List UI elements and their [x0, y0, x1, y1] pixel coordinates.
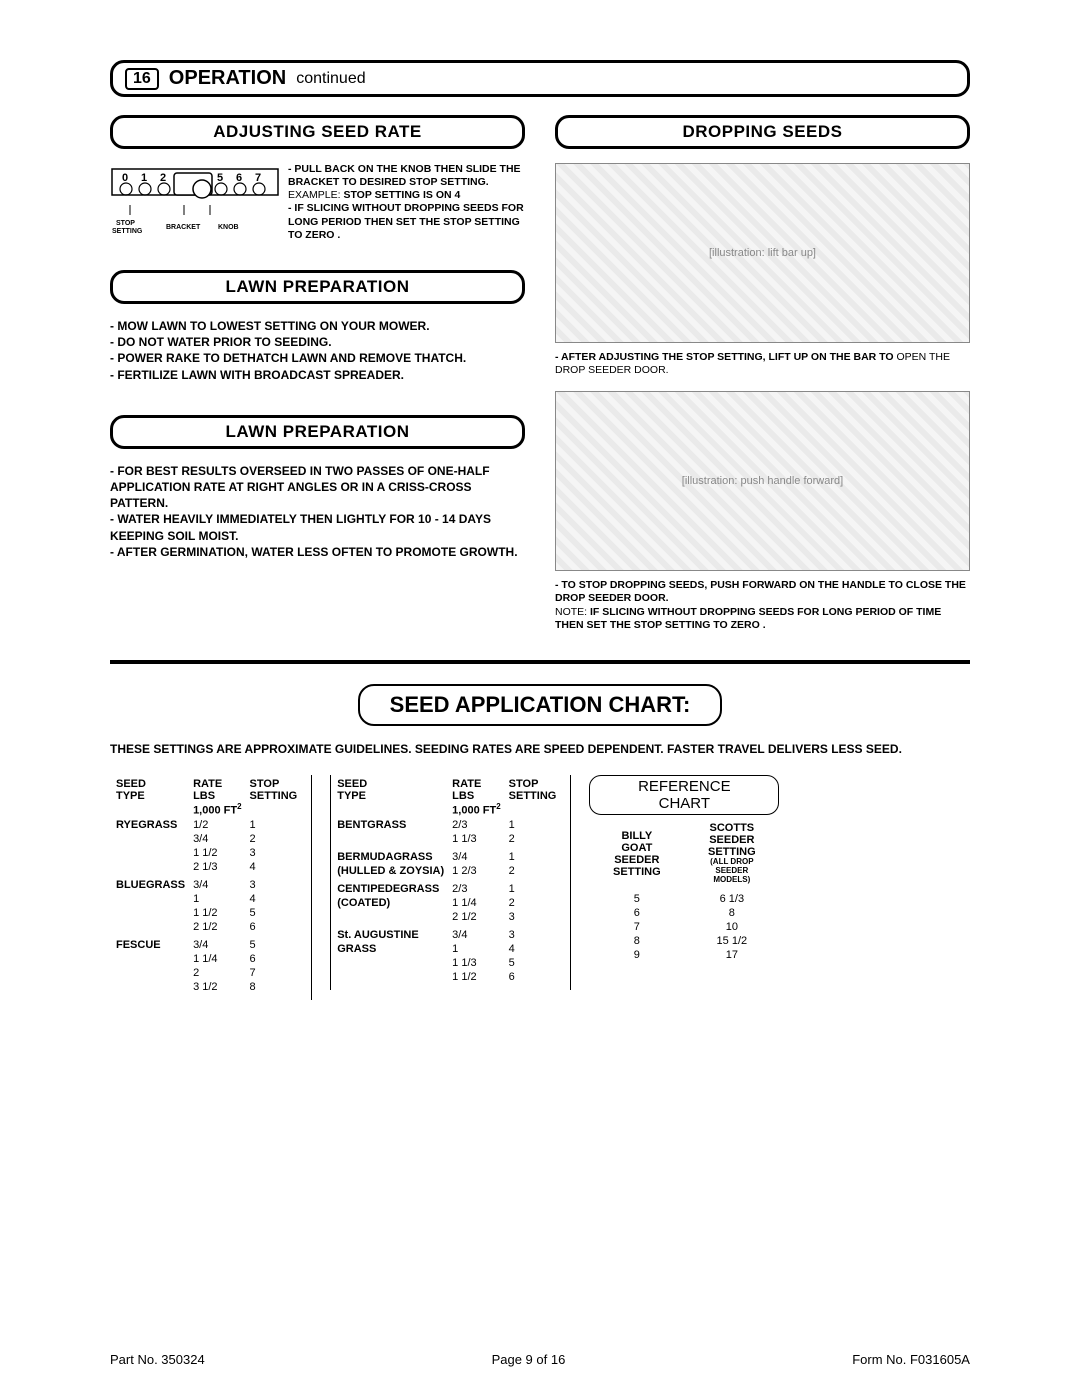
seed-application-chart-title: SEED APPLICATION CHART:	[358, 684, 723, 726]
footer-form-no: Form No. F031605A	[852, 1352, 970, 1367]
seed-table-1: SEED TYPERATE LBS1,000 FT2STOP SETTINGRY…	[110, 775, 312, 1000]
svg-text:7: 7	[255, 172, 261, 184]
right-column: DROPPING SEEDS [illustration: lift bar u…	[555, 115, 970, 646]
svg-text:SETTING: SETTING	[112, 228, 143, 235]
dropping-seeds-image-2: [illustration: push handle forward]	[555, 391, 970, 571]
footer-part-no: Part No. 350324	[110, 1352, 205, 1367]
lawn-preparation-1-list: - MOW LAWN TO LOWEST SETTING ON YOUR MOW…	[110, 318, 525, 383]
operation-title: OPERATION	[169, 67, 286, 90]
section-divider	[110, 660, 970, 664]
continued-label: continued	[296, 70, 365, 88]
svg-text:5: 5	[217, 172, 223, 184]
lawn-preparation-2-header: LAWN PREPARATION	[110, 415, 525, 449]
svg-text:KNOB: KNOB	[218, 224, 239, 231]
reference-chart-title: REFERENCE CHART	[589, 775, 779, 815]
lawn-preparation-2-list: - FOR BEST RESULTS OVERSEED IN TWO PASSE…	[110, 463, 525, 560]
operation-header: 16 OPERATION continued	[110, 60, 970, 97]
svg-text:2: 2	[160, 172, 166, 184]
footer-page: Page 9 of 16	[492, 1352, 566, 1367]
svg-text:BRACKET: BRACKET	[166, 224, 201, 231]
dropping-seeds-header: DROPPING SEEDS	[555, 115, 970, 149]
page-footer: Part No. 350324 Page 9 of 16 Form No. F0…	[110, 1352, 970, 1367]
dropping-seeds-caption-2: - TO STOP DROPPING SEEDS, PUSH FORWARD O…	[555, 579, 970, 632]
lawn-preparation-1-header: LAWN PREPARATION	[110, 270, 525, 304]
dropping-seeds-caption-1: - AFTER ADJUSTING THE STOP SETTING, LIFT…	[555, 351, 970, 377]
knob-diagram-row: 0123 4567 STOP SETTING BRACKET KNOB	[110, 163, 525, 246]
dropping-seeds-image-1: [illustration: lift bar up]	[555, 163, 970, 343]
chart-note: THESE SETTINGS ARE APPROXIMATE GUIDELINE…	[110, 742, 970, 758]
svg-text:1: 1	[141, 172, 147, 184]
svg-text:6: 6	[236, 172, 242, 184]
knob-instructions: - PULL BACK ON THE KNOB THEN SLIDE THE B…	[288, 163, 525, 246]
page-number-box: 16	[125, 68, 159, 90]
chart-tables-row: SEED TYPERATE LBS1,000 FT2STOP SETTINGRY…	[110, 775, 970, 1000]
seed-table-2: SEED TYPERATE LBS1,000 FT2STOP SETTINGBE…	[330, 775, 571, 990]
svg-text:STOP: STOP	[116, 220, 135, 227]
adjusting-seed-rate-header: ADJUSTING SEED RATE	[110, 115, 525, 149]
reference-chart: REFERENCE CHART BILLY GOAT SEEDER SETTIN…	[589, 775, 779, 961]
knob-dial-diagram: 0123 4567 STOP SETTING BRACKET KNOB	[110, 163, 280, 246]
left-column: ADJUSTING SEED RATE 0123 4567	[110, 115, 525, 646]
svg-text:0: 0	[122, 172, 128, 184]
